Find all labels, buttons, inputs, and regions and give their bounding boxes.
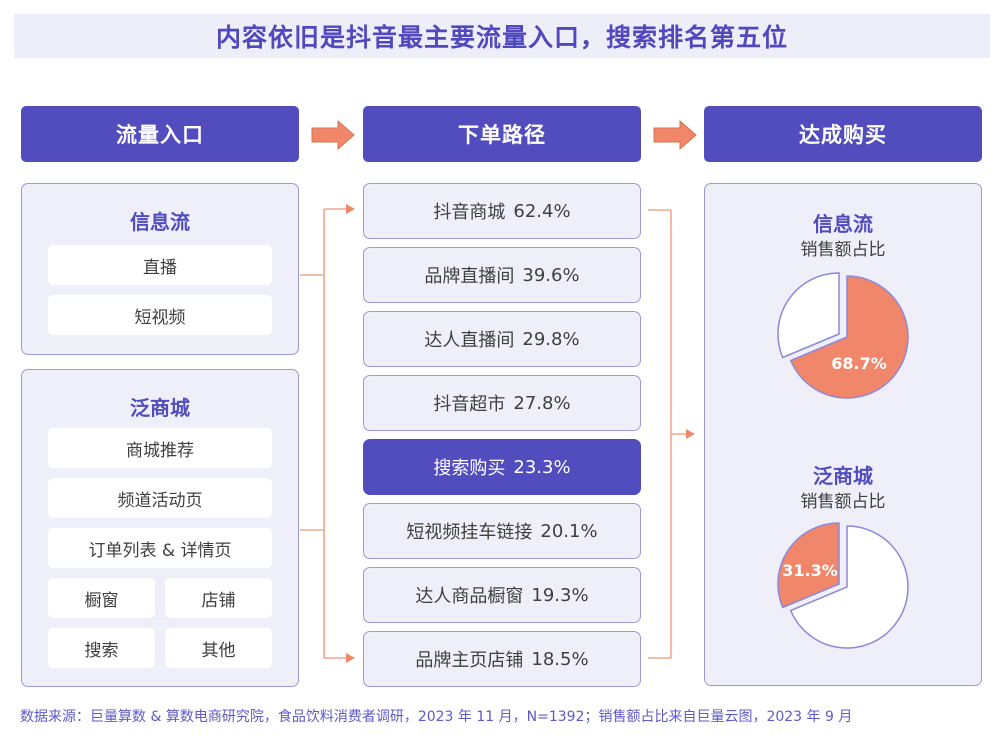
page-title: 内容依旧是抖音最主要流量入口，搜索排名第五位 xyxy=(215,23,788,52)
path-pct: 39.6% xyxy=(522,264,580,286)
title-band: 内容依旧是抖音最主要流量入口，搜索排名第五位 xyxy=(14,14,990,58)
chip-other: 其他 xyxy=(165,628,272,668)
path-pct: 23.3% xyxy=(513,456,571,478)
path-label: 达人直播间 xyxy=(424,330,515,351)
chip-channel-activity: 频道活动页 xyxy=(48,478,272,518)
path-pct: 18.5% xyxy=(531,648,589,670)
path-brand-store: 品牌主页店铺 18.5% xyxy=(363,631,641,687)
panel-feed: 信息流 直播 短视频 xyxy=(21,183,299,355)
path-douyin-supermarket: 抖音超市 27.8% xyxy=(363,375,641,431)
path-brand-live: 品牌直播间 39.6% xyxy=(363,247,641,303)
path-douyin-mall: 抖音商城 62.4% xyxy=(363,183,641,239)
path-pct: 19.3% xyxy=(531,584,589,606)
path-pct: 20.1% xyxy=(540,520,598,542)
purchase-feed-subtitle: 销售额占比 xyxy=(800,240,886,260)
chip-order-list-detail: 订单列表 & 详情页 xyxy=(48,528,272,568)
panel-mall: 泛商城 商城推荐 频道活动页 订单列表 & 详情页 橱窗 店铺 搜索 其他 xyxy=(21,369,299,687)
path-pct: 29.8% xyxy=(522,328,580,350)
path-label: 抖音超市 xyxy=(433,394,506,415)
pie-chart-feed: 68.7% xyxy=(777,272,909,399)
chip-store: 店铺 xyxy=(165,578,272,618)
path-pct: 27.8% xyxy=(513,392,571,414)
purchase-mall-title: 泛商城 xyxy=(813,464,873,488)
header-traffic-entry: 流量入口 xyxy=(21,106,299,162)
chip-live: 直播 xyxy=(48,245,272,285)
source-footnote: 数据来源：巨量算数 & 算数电商研究院，食品饮料消费者调研，2023 年 11 … xyxy=(20,709,853,725)
pie-feed-label: 68.7% xyxy=(831,354,887,373)
panel-purchase: 信息流 销售额占比 68.7% 泛商城 销售额占比 31.3% xyxy=(704,183,982,686)
panel-feed-title: 信息流 xyxy=(130,210,190,234)
panel-mall-title: 泛商城 xyxy=(130,396,190,420)
purchase-feed-title: 信息流 xyxy=(813,212,873,236)
path-label: 抖音商城 xyxy=(433,202,506,223)
chip-showcase: 橱窗 xyxy=(48,578,155,618)
path-label: 品牌主页店铺 xyxy=(415,650,524,671)
path-label: 搜索购买 xyxy=(433,458,506,479)
pie-mall-label: 31.3% xyxy=(782,561,838,580)
pie-chart-mall: 31.3% xyxy=(777,522,909,649)
path-short-video-link: 短视频挂车链接 20.1% xyxy=(363,503,641,559)
path-influencer-showcase: 达人商品橱窗 19.3% xyxy=(363,567,641,623)
arrow-right-icon xyxy=(311,120,355,150)
path-label: 达人商品橱窗 xyxy=(415,586,524,607)
header-order-path: 下单路径 xyxy=(363,106,641,162)
chip-search: 搜索 xyxy=(48,628,155,668)
chip-short-video: 短视频 xyxy=(48,295,272,335)
path-label: 短视频挂车链接 xyxy=(406,522,533,543)
path-pct: 62.4% xyxy=(513,200,571,222)
header-purchase: 达成购买 xyxy=(704,106,982,162)
path-influencer-live: 达人直播间 29.8% xyxy=(363,311,641,367)
path-search-purchase: 搜索购买 23.3% xyxy=(363,439,641,495)
purchase-mall-subtitle: 销售额占比 xyxy=(800,492,886,512)
path-label: 品牌直播间 xyxy=(424,266,515,287)
arrow-right-icon xyxy=(653,120,697,150)
chip-mall-recommend: 商城推荐 xyxy=(48,428,272,468)
